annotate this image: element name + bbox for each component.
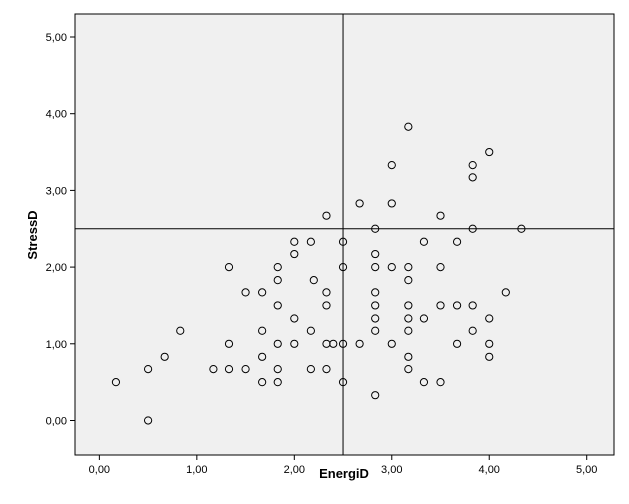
data-point (176, 326, 185, 335)
x-tick-label: 0,00 (89, 464, 110, 476)
data-point (404, 262, 413, 272)
data-point (419, 378, 429, 387)
data-point (468, 301, 477, 310)
data-point (485, 314, 494, 323)
data-point (371, 288, 380, 297)
data-point (258, 326, 267, 335)
data-point (224, 339, 234, 348)
data-point (273, 262, 282, 272)
x-tick-label: 4,00 (479, 464, 500, 476)
data-point (290, 339, 299, 348)
data-point (371, 301, 380, 310)
plot-area (74, 13, 615, 456)
data-point (273, 378, 282, 387)
data-point (329, 339, 338, 348)
data-point (485, 147, 494, 157)
data-point (404, 122, 413, 131)
data-point (144, 365, 153, 374)
y-tick-label: 1,00 (46, 339, 67, 351)
data-point (452, 339, 462, 348)
y-tick-label: 0,00 (46, 415, 67, 427)
x-tick-label: 3,00 (381, 464, 402, 476)
data-point (468, 160, 477, 170)
data-point (290, 237, 299, 246)
data-point (404, 314, 413, 323)
data-point (387, 160, 396, 170)
data-point (436, 211, 445, 220)
y-axis-ticks: 0,00 1,00 2,00 3,00 4,00 5,00 (46, 32, 75, 427)
data-point (273, 365, 282, 374)
data-point (111, 378, 121, 387)
data-point (273, 301, 282, 310)
data-point (273, 339, 282, 348)
x-tick-label: 2,00 (284, 464, 305, 476)
data-point (371, 314, 380, 323)
data-point (309, 276, 318, 285)
x-axis-title: EnergiD (319, 466, 369, 481)
data-point (371, 249, 380, 259)
data-point (322, 365, 331, 374)
data-point (387, 339, 396, 348)
data-point (306, 237, 315, 246)
data-point (404, 301, 413, 310)
data-point (258, 352, 267, 361)
data-point (387, 199, 396, 208)
data-point (468, 326, 477, 335)
data-point (371, 262, 380, 272)
data-point (306, 326, 315, 335)
data-point (258, 378, 267, 387)
data-point (273, 276, 282, 285)
data-point (452, 301, 462, 310)
y-tick-label: 4,00 (46, 109, 67, 121)
data-point (452, 237, 462, 246)
data-point (144, 416, 153, 425)
y-axis-title: StressD (25, 210, 40, 259)
data-point (160, 352, 169, 361)
data-point (501, 288, 510, 297)
data-point (241, 288, 250, 297)
data-point (485, 339, 494, 348)
data-point (468, 173, 477, 182)
data-point (355, 339, 364, 348)
data-point (258, 288, 267, 297)
x-axis-ticks: 0,00 1,00 2,00 3,00 4,00 5,00 (89, 455, 597, 476)
y-tick-label: 3,00 (46, 185, 67, 197)
data-point (387, 262, 396, 272)
data-point (436, 301, 445, 310)
data-point (371, 391, 380, 400)
data-point (485, 352, 494, 361)
data-point (322, 301, 331, 310)
data-point (322, 211, 331, 220)
data-point (355, 199, 364, 208)
data-point (404, 365, 413, 374)
data-point (371, 326, 380, 335)
data-point (224, 262, 234, 272)
data-point (436, 262, 445, 272)
data-point (404, 326, 413, 335)
y-tick-label: 2,00 (46, 262, 67, 274)
y-tick-label: 5,00 (46, 32, 67, 44)
data-point (209, 365, 218, 374)
data-point (436, 378, 445, 387)
data-point (224, 365, 234, 374)
data-point (419, 237, 429, 246)
data-point (290, 249, 299, 259)
data-point (404, 276, 413, 285)
data-point (241, 365, 250, 374)
data-point (306, 365, 315, 374)
x-tick-label: 1,00 (186, 464, 207, 476)
data-point (290, 314, 299, 323)
x-tick-label: 5,00 (576, 464, 597, 476)
data-point (404, 352, 413, 361)
data-point (419, 314, 429, 323)
data-point (322, 288, 331, 297)
